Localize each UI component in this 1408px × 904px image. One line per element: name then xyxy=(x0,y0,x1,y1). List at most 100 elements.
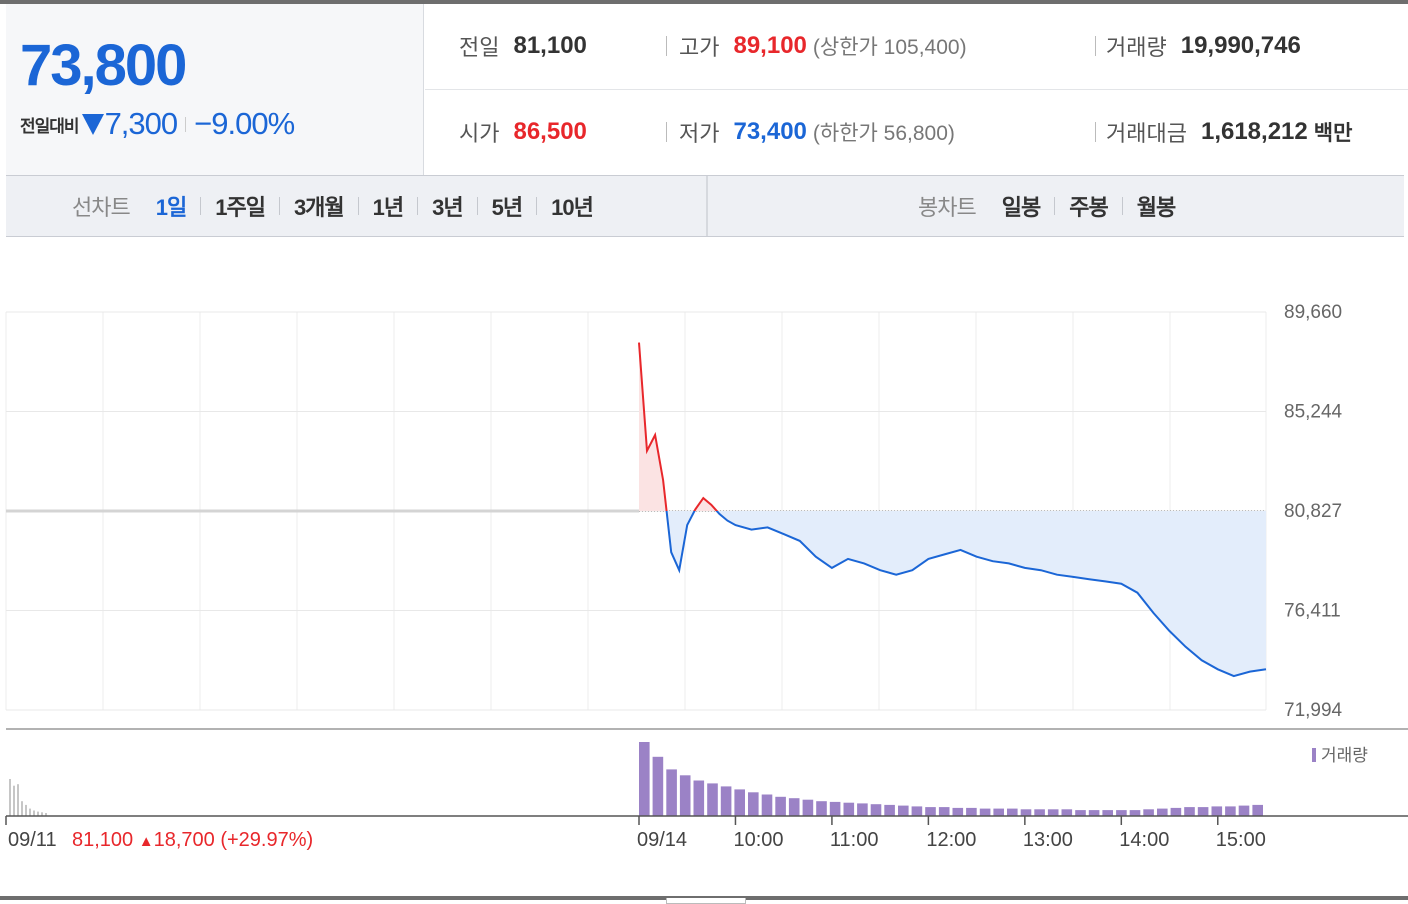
tab-3year[interactable]: 3년 xyxy=(432,195,464,220)
tab-monthly-candle[interactable]: 월봉 xyxy=(1136,195,1176,220)
tab-daily-candle[interactable]: 일봉 xyxy=(1001,195,1041,220)
volume-bar xyxy=(829,801,841,816)
stat-low: 저가 73,400 (하한가 56,800) xyxy=(679,112,955,152)
volume-bar xyxy=(952,807,964,816)
volume-bar xyxy=(788,798,800,816)
stats-panel: 전일 81,100 고가 89,100 (상한가 105,400) 거래량 19… xyxy=(425,4,1408,175)
stat-limit: (하한가 56,800) xyxy=(812,122,955,145)
y-tick-label: 85,244 xyxy=(1284,401,1343,422)
y-tick-label: 89,660 xyxy=(1284,302,1342,323)
volume-bar xyxy=(979,808,991,816)
tab-separator xyxy=(476,197,478,215)
volume-bar xyxy=(775,796,786,816)
change-row: 전일대비 7,300 −9.00% xyxy=(20,106,295,142)
volume-bar xyxy=(679,775,691,816)
volume-bar xyxy=(1225,806,1236,816)
prev-volume-bar xyxy=(45,813,47,816)
volume-bar xyxy=(884,804,895,816)
stat-value: 86,500 xyxy=(513,118,587,145)
volume-bar xyxy=(1238,805,1250,816)
current-price: 73,800 xyxy=(20,33,187,98)
change-label: 전일대비 xyxy=(20,116,80,136)
volume-bar xyxy=(734,789,745,816)
stat-value: 81,100 xyxy=(513,32,587,59)
volume-bar xyxy=(843,802,855,816)
line-chart-tabs: 선차트 1일 1주일 3개월 1년 3년 5년 10년 xyxy=(72,176,594,236)
volume-bar xyxy=(925,807,936,816)
volume-bar xyxy=(1157,808,1168,816)
volume-bar xyxy=(1129,810,1141,816)
candle-chart-tabs: 봉차트 일봉 주봉 월봉 xyxy=(918,176,1176,236)
tab-group-divider xyxy=(706,176,708,236)
stat-unit: 백만 xyxy=(1313,122,1353,145)
stat-label: 거래대금 xyxy=(1106,121,1187,146)
stat-value: 19,990,746 xyxy=(1180,32,1301,59)
stat-value: 89,100 xyxy=(733,32,807,59)
tab-separator xyxy=(417,197,419,215)
separator xyxy=(185,116,187,132)
volume-bar xyxy=(1007,808,1018,816)
prev-volume-bar xyxy=(17,784,19,816)
prev-volume-bar xyxy=(13,785,15,816)
tab-separator xyxy=(1054,197,1056,215)
prev-day-summary: 81,100 ▲18,700 (+29.97%) xyxy=(72,829,313,851)
stat-label: 거래량 xyxy=(1106,35,1167,60)
tab-separator xyxy=(278,197,280,215)
volume-bar xyxy=(693,780,705,816)
prev-volume-bar xyxy=(33,810,35,816)
y-tick-label: 80,827 xyxy=(1284,501,1342,522)
tab-1week[interactable]: 1주일 xyxy=(215,195,266,220)
stat-open: 시가 86,500 xyxy=(459,112,587,152)
volume-bar xyxy=(802,799,814,816)
stat-label: 전일 xyxy=(459,35,500,60)
tab-3month[interactable]: 3개월 xyxy=(293,195,345,220)
prev-volume-bar xyxy=(9,779,11,816)
volume-bar xyxy=(1184,807,1195,816)
x-tick-label: 10:00 xyxy=(733,829,783,851)
stat-label: 시가 xyxy=(459,121,500,146)
volume-bar xyxy=(816,801,827,816)
tab-10year[interactable]: 10년 xyxy=(551,195,594,220)
volume-bar xyxy=(1170,807,1182,816)
price-line-down xyxy=(665,511,1267,678)
tab-1year[interactable]: 1년 xyxy=(372,195,405,220)
tab-weekly-candle[interactable]: 주봉 xyxy=(1069,195,1108,220)
volume-bar xyxy=(720,786,732,816)
tab-separator xyxy=(357,197,359,215)
tab-5year[interactable]: 5년 xyxy=(491,195,524,220)
prev-volume-bar xyxy=(25,804,27,816)
volume-bar xyxy=(1143,809,1154,816)
prev-volume-bar xyxy=(29,808,31,816)
stat-value: 1,618,212 xyxy=(1200,118,1308,145)
stat-separator xyxy=(1095,122,1096,142)
tab-separator xyxy=(536,197,538,215)
x-tick-label: 13:00 xyxy=(1023,829,1073,851)
volume-bar xyxy=(1252,804,1263,816)
stat-prev-close: 전일 81,100 xyxy=(459,26,587,66)
stat-separator xyxy=(1095,36,1096,56)
line-chart-title: 선차트 xyxy=(72,195,131,220)
price-summary: 73,800 전일대비 7,300 −9.00% xyxy=(6,4,424,175)
price-area-down xyxy=(639,511,1266,677)
stat-amount: 거래대금 1,618,212 백만 xyxy=(1106,112,1352,152)
chart-area: 89,660 85,244 80,827 76,411 71,994 거래량 09/11 09… xyxy=(0,238,1408,898)
x-tick-label: 14:00 xyxy=(1119,829,1169,851)
stat-limit: (상한가 105,400) xyxy=(812,36,967,59)
bottom-notch xyxy=(666,898,746,904)
stat-separator xyxy=(666,122,667,142)
volume-bar xyxy=(1116,810,1127,816)
tab-1day[interactable]: 1일 xyxy=(155,195,188,220)
change-value: 7,300 xyxy=(104,106,179,141)
volume-bar xyxy=(1034,809,1045,816)
volume-bar xyxy=(707,783,718,816)
y-tick-label: 71,994 xyxy=(1284,700,1343,721)
volume-bar xyxy=(761,794,773,816)
stat-label: 고가 xyxy=(679,35,720,60)
prev-volume-bar xyxy=(37,811,39,816)
tab-separator xyxy=(200,197,202,215)
volume-bar xyxy=(1047,809,1059,816)
volume-bar xyxy=(1211,806,1223,816)
candle-chart-title: 봉차트 xyxy=(918,195,977,220)
stat-label: 저가 xyxy=(679,121,720,146)
change-rate: −9.00% xyxy=(194,106,295,141)
